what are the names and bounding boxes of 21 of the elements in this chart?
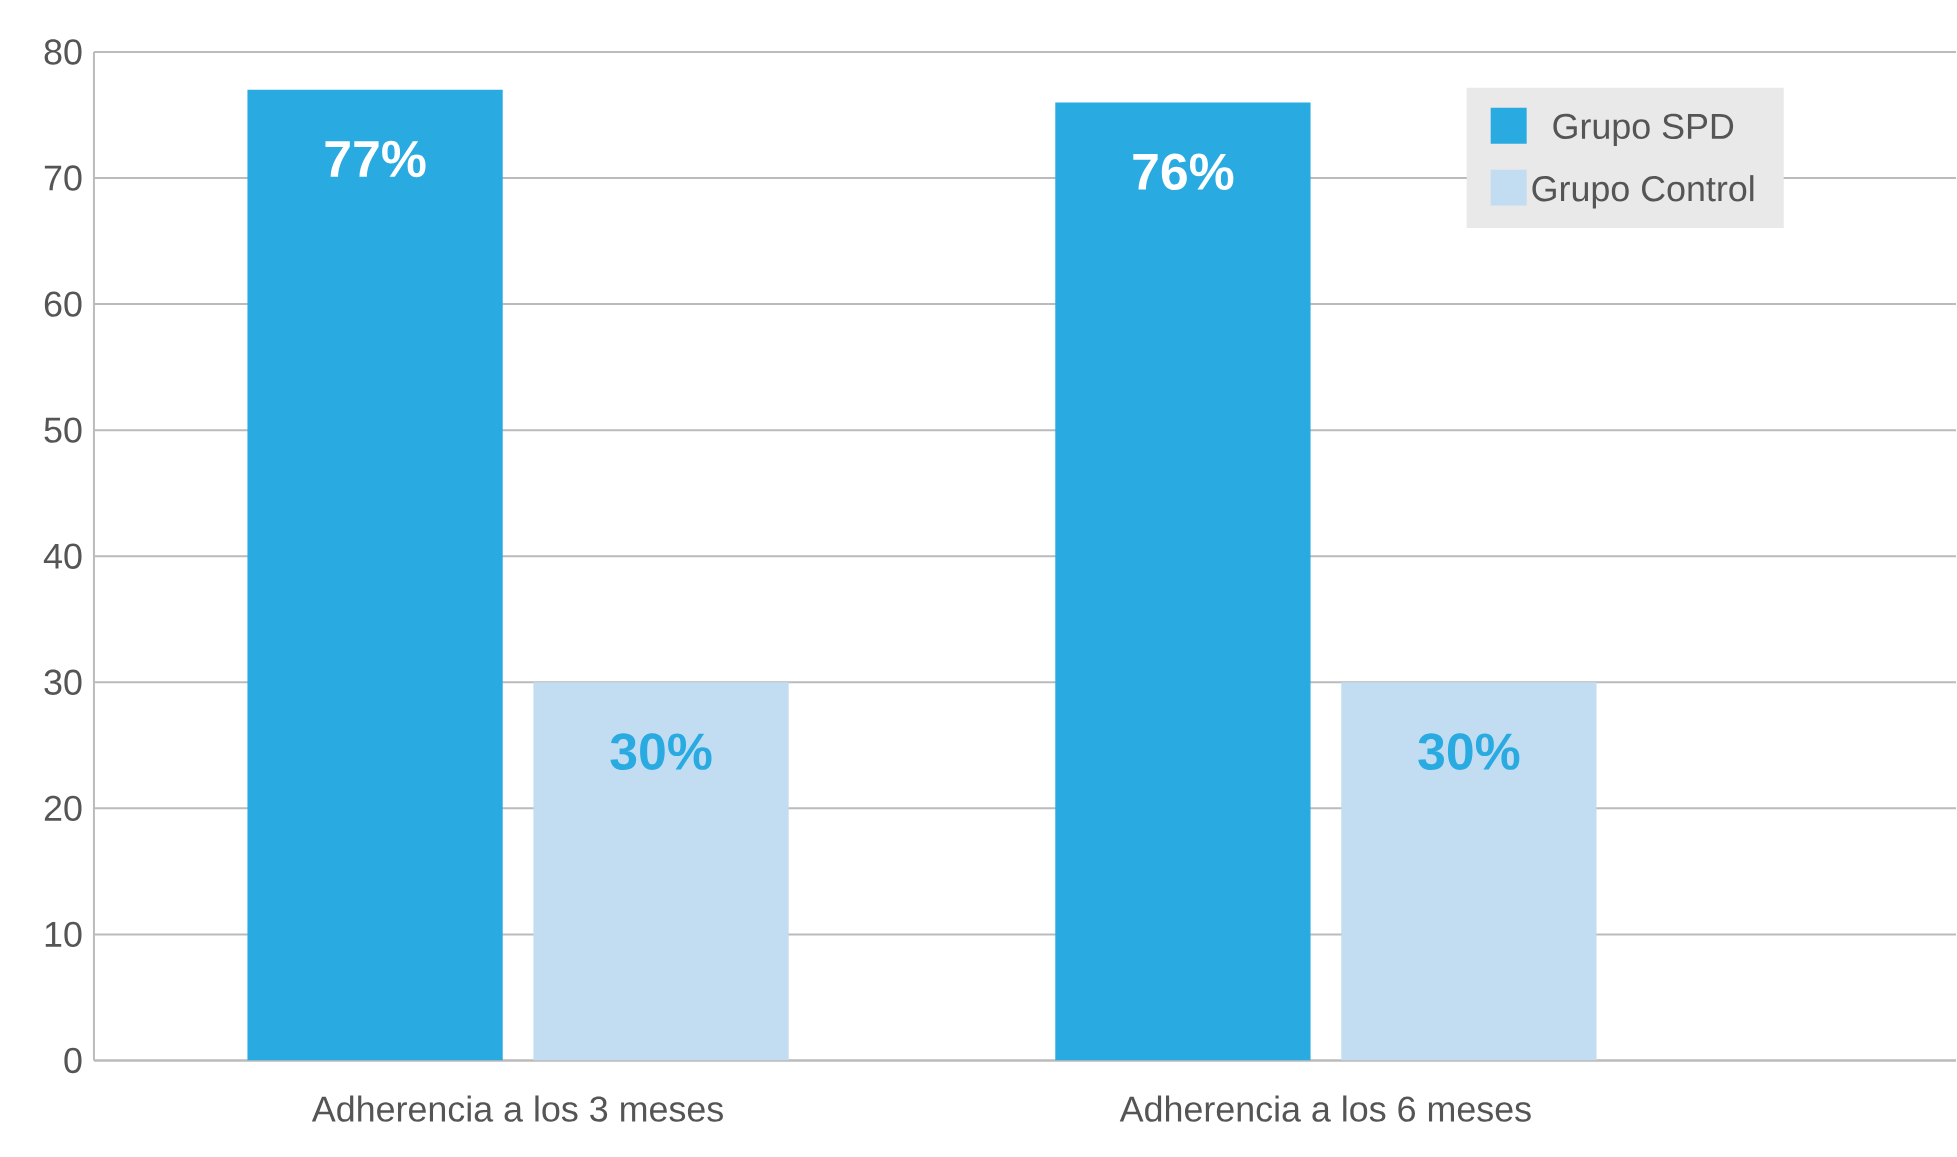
legend-label: Grupo Control [1532, 174, 1754, 209]
legend-label: Grupo SPD [1553, 113, 1734, 146]
y-tick-label: 40 [43, 543, 82, 569]
bar [1341, 682, 1597, 1061]
y-tick-label: 60 [44, 291, 82, 317]
data-label: 30% [610, 733, 712, 770]
bar [247, 89, 503, 1061]
y-tick-label: 10 [45, 921, 82, 947]
x-tick-label: Adherencia a los 6 meses [1119, 1095, 1531, 1122]
y-tick-label: 0 [64, 1047, 82, 1073]
y-tick-label: 50 [44, 417, 82, 443]
data-label: 30% [1418, 733, 1520, 770]
y-tick-label: 80 [44, 39, 82, 65]
bar [1055, 102, 1311, 1061]
data-label: 77% [325, 140, 426, 178]
bar [533, 682, 789, 1061]
y-tick-label: 30 [44, 669, 82, 695]
data-label: 76% [1133, 153, 1234, 190]
x-tick-label: Adherencia a los 3 meses [311, 1095, 723, 1122]
y-tick-label: 70 [44, 165, 82, 191]
y-tick-label: 20 [44, 795, 82, 821]
